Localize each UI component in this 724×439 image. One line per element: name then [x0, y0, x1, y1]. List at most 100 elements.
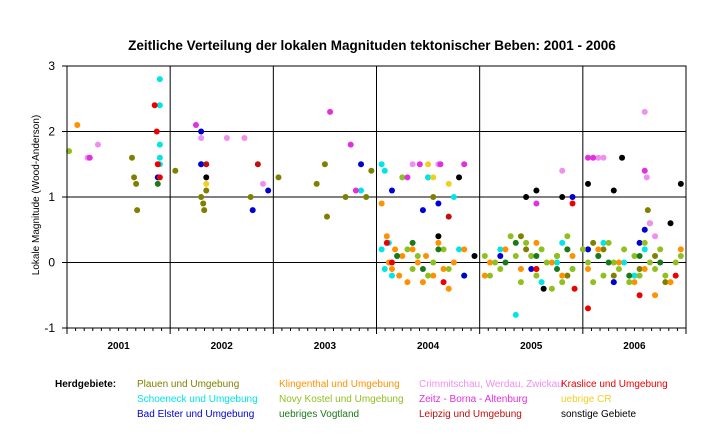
data-point [528, 266, 535, 273]
legend-entry: sonstige Gebiete [561, 409, 636, 420]
data-point [388, 187, 395, 194]
series-5 [154, 180, 664, 279]
data-point [381, 266, 388, 273]
data-point [419, 279, 426, 286]
data-point [610, 279, 617, 286]
data-point [672, 272, 679, 279]
data-point [619, 154, 626, 161]
data-point [419, 207, 426, 214]
data-point [569, 252, 576, 259]
data-point [481, 272, 488, 279]
data-point [672, 259, 679, 266]
data-point [260, 180, 267, 187]
data-point [584, 259, 591, 266]
data-point [517, 266, 524, 273]
data-point [203, 161, 210, 168]
data-point [358, 161, 365, 168]
data-point [646, 220, 653, 227]
data-point [644, 207, 651, 214]
data-point [610, 272, 617, 279]
data-point [657, 246, 664, 253]
series-2 [154, 128, 648, 286]
x-tick-label: 2006 [623, 341, 646, 352]
data-point [590, 279, 597, 286]
data-point [200, 200, 207, 207]
legend-entry: Klingenthal und Umgebung [279, 379, 400, 390]
series-10 [203, 161, 452, 187]
data-point [430, 174, 437, 181]
data-point [533, 200, 540, 207]
data-point [192, 121, 199, 128]
data-point [275, 174, 282, 181]
data-point [615, 259, 622, 266]
data-point [450, 259, 457, 266]
data-point [388, 266, 395, 273]
data-point [445, 180, 452, 187]
data-point [600, 272, 607, 279]
series-9 [151, 102, 679, 312]
legend-entry: uebriges Vogtland [279, 409, 359, 420]
data-point [564, 272, 571, 279]
data-point [533, 252, 540, 259]
data-point [445, 285, 452, 292]
data-points [66, 76, 684, 318]
series-8 [203, 161, 452, 220]
data-point [548, 285, 555, 292]
data-point [241, 135, 248, 142]
data-point [641, 167, 648, 174]
data-point [131, 174, 138, 181]
data-point [584, 180, 591, 187]
data-point [652, 292, 659, 299]
data-point [66, 148, 73, 155]
y-axis-label: Lokale Magnitude (Wood-Anderson) [31, 115, 42, 275]
data-point [540, 285, 547, 292]
data-point [559, 167, 566, 174]
data-point [409, 246, 416, 253]
data-point [247, 194, 254, 200]
data-point [381, 167, 388, 174]
data-point [440, 266, 447, 273]
series-4 [66, 148, 684, 292]
data-point [133, 180, 140, 187]
data-point [430, 194, 437, 200]
y-tick-label: 3 [48, 59, 55, 73]
data-point [198, 128, 205, 135]
data-point [657, 259, 664, 266]
x-tick-label: 2004 [417, 341, 440, 352]
data-point [321, 161, 328, 168]
legend: Plauen und Umgebung Klingenthal und Umgeb… [137, 379, 668, 420]
data-point [378, 246, 385, 253]
data-point [198, 161, 205, 168]
data-point [533, 187, 540, 194]
legend-entry: Leipzig und Umgebung [419, 409, 522, 420]
data-point [461, 246, 468, 253]
data-point [445, 213, 452, 220]
data-point [404, 246, 411, 253]
data-point [667, 279, 674, 286]
data-point [502, 259, 509, 266]
series-0 [128, 154, 669, 286]
y-tick-label: -1 [44, 321, 55, 335]
data-point [677, 246, 684, 253]
data-point [641, 239, 648, 246]
data-point [430, 272, 437, 279]
data-point [512, 252, 519, 259]
data-point [481, 252, 488, 259]
data-point [435, 233, 442, 240]
data-point [636, 292, 643, 299]
data-point [610, 259, 617, 266]
data-point [662, 279, 669, 286]
data-point [631, 252, 638, 259]
data-point [590, 154, 597, 161]
data-point [584, 305, 591, 312]
data-point [198, 135, 205, 142]
data-point [543, 259, 550, 266]
data-point [636, 252, 643, 259]
data-point [517, 279, 524, 286]
data-point [203, 174, 210, 181]
data-point [626, 272, 633, 279]
data-point [323, 213, 330, 220]
data-point [201, 207, 208, 214]
data-point [621, 259, 628, 266]
data-point [358, 187, 365, 194]
